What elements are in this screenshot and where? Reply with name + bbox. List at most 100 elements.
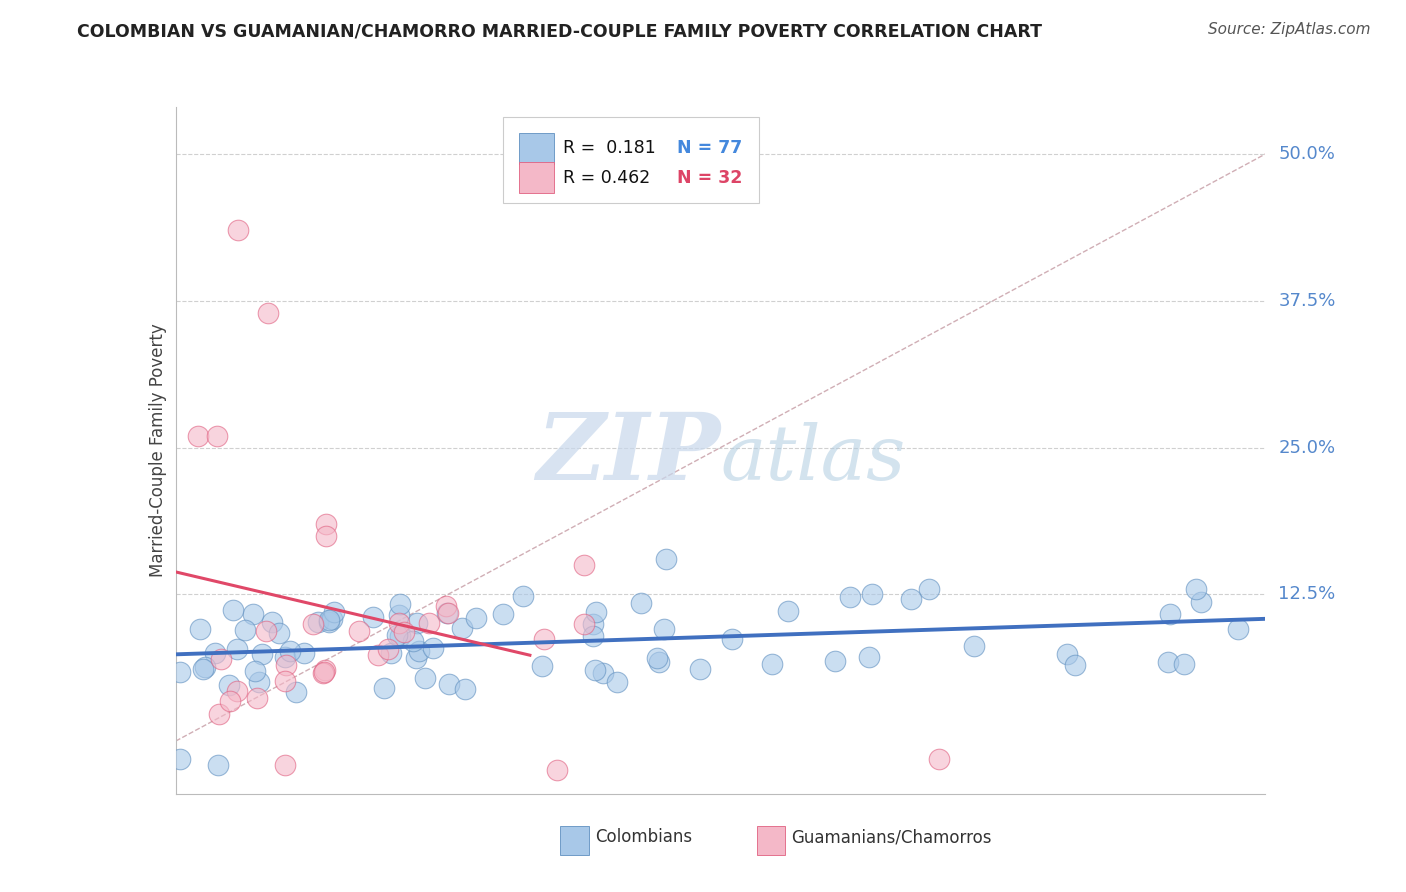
- Point: [582, 616, 605, 631]
- Point: [228, 223, 250, 237]
- Point: [388, 597, 411, 611]
- FancyBboxPatch shape: [561, 826, 589, 855]
- Point: [1173, 657, 1195, 672]
- Point: [824, 654, 846, 668]
- Text: 12.5%: 12.5%: [1278, 585, 1336, 603]
- Point: [257, 305, 280, 319]
- Point: [373, 681, 395, 695]
- Point: [574, 616, 596, 631]
- Point: [761, 657, 783, 671]
- Text: N = 32: N = 32: [678, 169, 742, 186]
- Point: [465, 611, 488, 625]
- Point: [188, 623, 211, 637]
- Point: [273, 650, 295, 665]
- Point: [242, 607, 264, 621]
- Point: [434, 599, 457, 614]
- FancyBboxPatch shape: [519, 161, 554, 194]
- Point: [1159, 607, 1181, 621]
- Point: [1157, 656, 1180, 670]
- Point: [226, 684, 249, 698]
- Text: 25.0%: 25.0%: [1278, 439, 1336, 457]
- Point: [314, 663, 336, 677]
- Point: [226, 641, 249, 656]
- Point: [278, 644, 301, 658]
- Point: [284, 685, 307, 699]
- Point: [169, 752, 191, 766]
- Point: [233, 624, 256, 638]
- Point: [838, 591, 860, 605]
- Point: [292, 647, 315, 661]
- Text: 50.0%: 50.0%: [1278, 145, 1336, 163]
- Point: [321, 612, 343, 626]
- Point: [311, 666, 333, 681]
- Point: [361, 609, 384, 624]
- Point: [689, 662, 711, 676]
- Point: [606, 674, 628, 689]
- Y-axis label: Married-Couple Family Poverty: Married-Couple Family Poverty: [149, 324, 167, 577]
- Text: N = 77: N = 77: [678, 139, 742, 157]
- Point: [385, 628, 408, 642]
- Point: [574, 558, 596, 572]
- Point: [347, 624, 370, 638]
- FancyBboxPatch shape: [519, 133, 554, 164]
- Point: [963, 639, 986, 653]
- Point: [630, 596, 652, 610]
- Text: atlas: atlas: [720, 422, 905, 496]
- Point: [436, 606, 458, 620]
- Point: [585, 605, 607, 619]
- Point: [315, 528, 337, 542]
- Point: [388, 608, 411, 623]
- Point: [169, 665, 191, 679]
- Point: [380, 646, 402, 660]
- Point: [583, 663, 606, 677]
- Point: [205, 429, 228, 443]
- Text: Guamanians/Chamorros: Guamanians/Chamorros: [792, 828, 991, 847]
- Point: [1063, 657, 1085, 672]
- Point: [652, 622, 675, 636]
- Point: [721, 632, 744, 647]
- Point: [274, 674, 297, 689]
- Point: [209, 652, 232, 666]
- Point: [222, 603, 245, 617]
- Point: [454, 682, 477, 697]
- Point: [405, 651, 427, 665]
- Point: [592, 666, 614, 681]
- Point: [928, 752, 950, 766]
- Point: [249, 674, 271, 689]
- Point: [530, 659, 553, 673]
- Point: [207, 757, 229, 772]
- Point: [318, 613, 340, 627]
- Point: [450, 621, 472, 635]
- Text: ZIP: ZIP: [536, 409, 720, 499]
- Point: [655, 552, 678, 566]
- Point: [900, 591, 922, 606]
- Point: [648, 655, 671, 669]
- Point: [413, 671, 436, 685]
- Point: [269, 626, 291, 640]
- Point: [1185, 582, 1208, 596]
- Point: [218, 678, 240, 692]
- Point: [307, 615, 329, 630]
- Point: [546, 764, 568, 778]
- Point: [858, 650, 880, 665]
- Point: [918, 582, 941, 596]
- Text: 37.5%: 37.5%: [1278, 292, 1336, 310]
- Point: [533, 632, 555, 646]
- Point: [254, 624, 277, 639]
- Point: [512, 590, 534, 604]
- Point: [245, 665, 267, 679]
- Point: [388, 615, 411, 630]
- Point: [274, 657, 297, 672]
- Text: Source: ZipAtlas.com: Source: ZipAtlas.com: [1208, 22, 1371, 37]
- Point: [377, 641, 399, 656]
- Point: [260, 615, 283, 629]
- Point: [860, 586, 883, 600]
- Point: [204, 646, 226, 660]
- Point: [645, 650, 668, 665]
- Point: [418, 615, 440, 630]
- Point: [492, 607, 515, 621]
- Point: [776, 604, 799, 618]
- Point: [318, 615, 340, 629]
- Point: [250, 647, 273, 661]
- Point: [1227, 623, 1250, 637]
